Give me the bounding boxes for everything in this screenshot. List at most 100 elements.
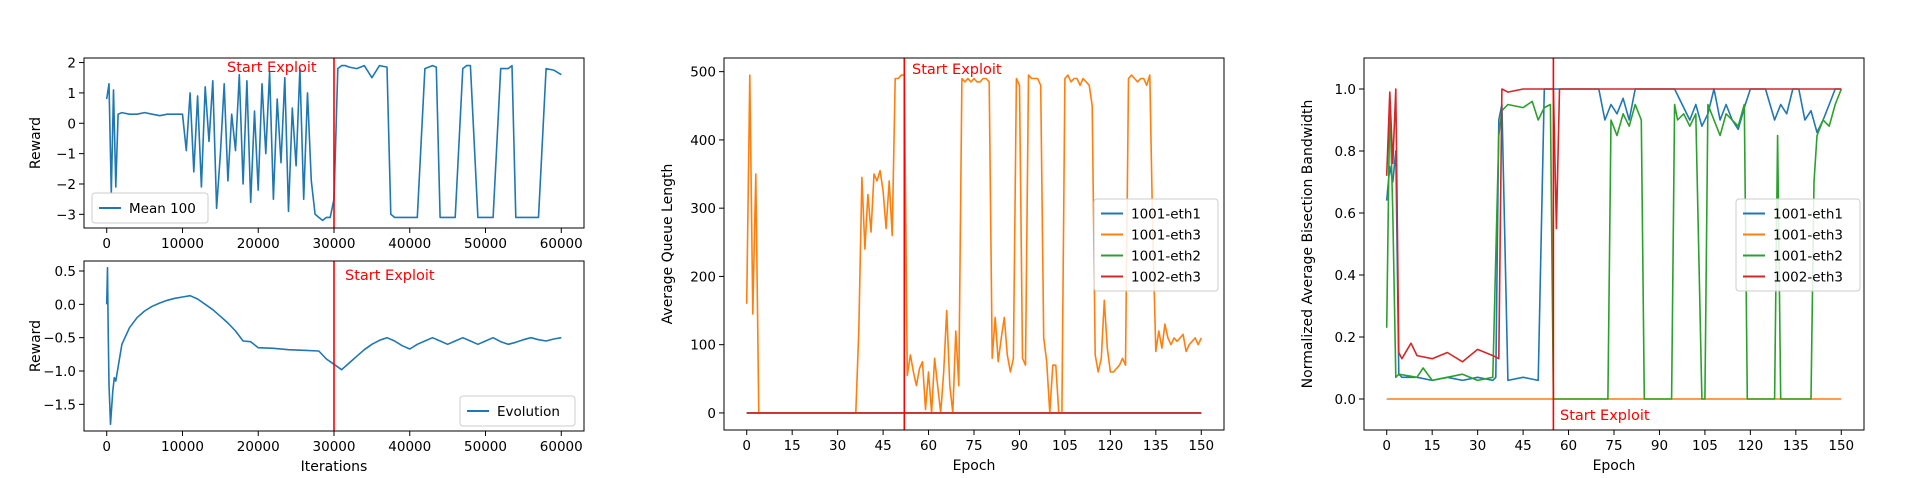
legend: 1001-eth1 1001-eth3 1001-eth2 1002-eth3	[1735, 198, 1861, 292]
y-tick-label: −0.5	[43, 331, 76, 347]
x-tick-label: 150	[1188, 438, 1214, 454]
plot-area	[105, 266, 562, 426]
y-tick-label: −1.5	[43, 397, 76, 413]
legend-frame	[91, 192, 209, 224]
y-tick-label: 300	[690, 201, 716, 217]
x-tick-label: 120	[1737, 438, 1763, 454]
x-axis-label: Iterations	[301, 459, 368, 475]
chart-queue-length: Start Exploit 0 15 30 45 60 75 90 105 120 135 150 0 1…	[660, 57, 1225, 474]
x-tick-label: 60	[1560, 438, 1577, 454]
start-exploit-label: Start Exploit	[227, 60, 317, 76]
y-tick-label: 0.2	[1335, 330, 1356, 346]
series-line-1001-eth3	[745, 74, 1203, 414]
y-tick-label: −2	[56, 177, 76, 193]
x-tick-label: 60	[920, 438, 937, 454]
legend-frame	[1735, 198, 1861, 292]
x-tick-label: 30	[1469, 438, 1486, 454]
x-tick-label: 10000	[161, 439, 204, 455]
y-tick-label: 0	[707, 406, 716, 422]
series-line-evolution	[105, 266, 562, 426]
x-tick-label: 135	[1143, 438, 1169, 454]
y-tick-label: −1	[56, 147, 76, 163]
y-tick-label: 100	[690, 338, 716, 354]
legend-entry: 1001-eth2	[1131, 249, 1201, 265]
legend-entry: Mean 100	[129, 201, 196, 217]
y-axis-label: Reward	[28, 320, 44, 372]
y-tick-label: 0.6	[1335, 206, 1356, 222]
x-tick-label: 20000	[237, 236, 280, 252]
legend-entry: 1002-eth3	[1131, 270, 1201, 286]
legend-entry: 1001-eth1	[1773, 207, 1843, 223]
x-tick-label: 15	[1424, 438, 1441, 454]
x-axis-label: Epoch	[953, 458, 996, 474]
y-tick-label: 200	[690, 269, 716, 285]
series-line-1001-eth2	[1385, 88, 1843, 400]
y-tick-label: 0.0	[1335, 392, 1356, 408]
start-exploit-label: Start Exploit	[1560, 408, 1650, 424]
legend-entry: 1001-eth1	[1131, 207, 1201, 223]
plot-area	[105, 64, 562, 222]
legend-frame	[1093, 198, 1219, 292]
x-tick-label: 10000	[161, 236, 204, 252]
x-tick-label: 45	[1514, 438, 1531, 454]
y-tick-label: −1.0	[43, 364, 76, 380]
series-line-mean-100	[105, 64, 562, 222]
y-tick-label: 0.8	[1335, 144, 1356, 160]
x-tick-label: 50000	[464, 439, 507, 455]
y-axis-label: Reward	[28, 117, 44, 169]
x-tick-label: 0	[102, 236, 111, 252]
series-line-1002-eth3	[1385, 88, 1842, 363]
y-tick-label: 0.0	[55, 297, 76, 313]
x-tick-label: 15	[784, 438, 801, 454]
y-tick-label: 1.0	[1335, 82, 1356, 98]
x-tick-label: 135	[1783, 438, 1809, 454]
chart-bisection-bandwidth: Start Exploit 0 15 30 45 60 75 90 105 120 135 150 0.…	[1300, 57, 1865, 474]
legend: Mean 100	[91, 192, 209, 224]
x-tick-label: 30	[829, 438, 846, 454]
x-tick-label: 120	[1097, 438, 1123, 454]
x-tick-label: 30000	[313, 236, 356, 252]
legend-entry: 1001-eth2	[1773, 249, 1843, 265]
x-tick-label: 0	[742, 438, 751, 454]
x-tick-label: 150	[1828, 438, 1854, 454]
chart-reward-evolution: Start Exploit 0 10000 20000 30000 40000 50000 6…	[28, 260, 585, 475]
x-tick-label: 0	[1382, 438, 1391, 454]
x-tick-label: 0	[102, 439, 111, 455]
legend: 1001-eth1 1001-eth3 1001-eth2 1002-eth3	[1093, 198, 1219, 292]
x-tick-label: 60000	[540, 439, 583, 455]
y-tick-label: −3	[56, 207, 76, 223]
y-tick-label: 2	[67, 56, 76, 72]
x-tick-label: 90	[1651, 438, 1668, 454]
chart-reward-mean: Start Exploit 0 10000 20000 30000 40000 50000 6…	[28, 56, 585, 252]
x-tick-label: 45	[874, 438, 891, 454]
plot-area	[1385, 88, 1843, 400]
plot-area	[745, 74, 1203, 414]
x-tick-label: 30000	[313, 439, 356, 455]
legend-entry: 1001-eth3	[1131, 228, 1201, 244]
legend-entry: 1002-eth3	[1773, 270, 1843, 286]
start-exploit-label: Start Exploit	[345, 268, 435, 284]
x-tick-label: 60000	[540, 236, 583, 252]
y-axis-label: Normalized Average Bisection Bandwidth	[1300, 100, 1316, 389]
x-tick-label: 50000	[464, 236, 507, 252]
legend-frame	[459, 395, 576, 427]
y-tick-label: 400	[690, 133, 716, 149]
legend: Evolution	[459, 395, 576, 427]
legend-entry: 1001-eth3	[1773, 228, 1843, 244]
x-axis-label: Epoch	[1593, 458, 1636, 474]
x-tick-label: 90	[1011, 438, 1028, 454]
x-tick-label: 40000	[388, 439, 431, 455]
x-tick-label: 20000	[237, 439, 280, 455]
start-exploit-label: Start Exploit	[912, 62, 1002, 78]
y-tick-label: 0	[67, 116, 76, 132]
y-axis-label: Average Queue Length	[660, 164, 676, 325]
y-tick-label: 500	[690, 65, 716, 81]
x-tick-label: 105	[1692, 438, 1718, 454]
x-tick-label: 40000	[388, 236, 431, 252]
y-tick-label: 0.4	[1335, 268, 1356, 284]
x-tick-label: 105	[1052, 438, 1078, 454]
x-tick-label: 75	[1605, 438, 1622, 454]
y-tick-label: 0.5	[55, 264, 76, 280]
x-tick-label: 75	[965, 438, 982, 454]
